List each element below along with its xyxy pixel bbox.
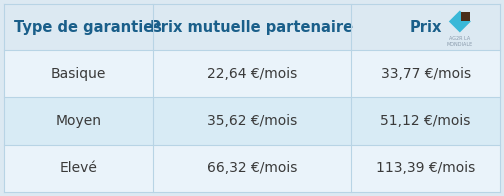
Bar xyxy=(4,145,500,192)
Text: 33,77 €/mois: 33,77 €/mois xyxy=(381,67,471,81)
Bar xyxy=(4,4,500,50)
Text: Moyen: Moyen xyxy=(55,114,101,128)
Text: Type de garanties: Type de garanties xyxy=(14,19,162,34)
Polygon shape xyxy=(461,12,470,22)
Text: 113,39 €/mois: 113,39 €/mois xyxy=(376,161,475,175)
Polygon shape xyxy=(449,10,471,33)
Text: Elevé: Elevé xyxy=(59,161,97,175)
Text: 51,12 €/mois: 51,12 €/mois xyxy=(381,114,471,128)
Text: 35,62 €/mois: 35,62 €/mois xyxy=(207,114,297,128)
Bar xyxy=(4,50,500,97)
Text: Basique: Basique xyxy=(51,67,106,81)
Text: Prix: Prix xyxy=(409,19,442,34)
Text: 66,32 €/mois: 66,32 €/mois xyxy=(207,161,297,175)
Bar xyxy=(4,97,500,145)
Text: 22,64 €/mois: 22,64 €/mois xyxy=(207,67,297,81)
Text: AG2R LA
MONDIALE: AG2R LA MONDIALE xyxy=(447,36,473,47)
Text: Prix mutuelle partenaire: Prix mutuelle partenaire xyxy=(150,19,354,34)
